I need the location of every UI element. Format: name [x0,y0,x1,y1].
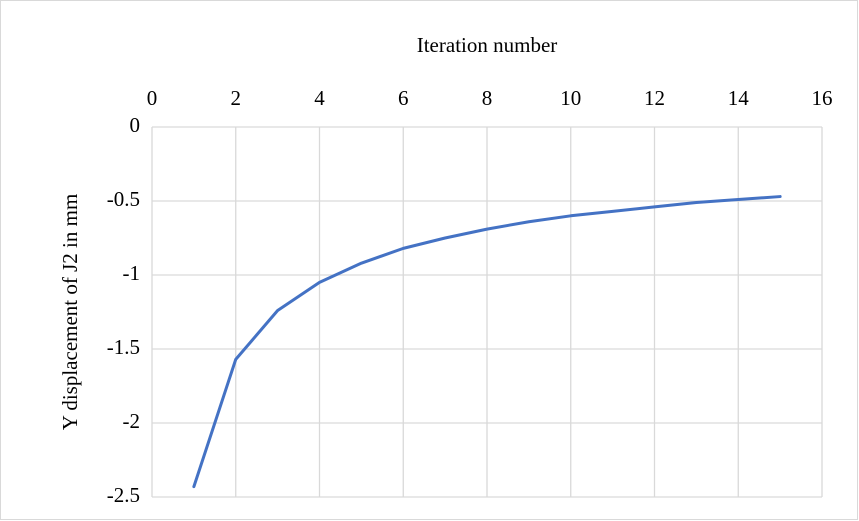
x-tick-label: 12 [644,86,665,110]
y-tick-label: 0 [130,113,141,137]
x-axis-label: Iteration number [417,33,558,57]
y-tick-label: -0.5 [107,187,140,211]
x-tick-label: 8 [482,86,493,110]
x-tick-label: 6 [398,86,409,110]
x-tick-label: 0 [147,86,158,110]
y-tick-label: -2 [123,409,141,433]
y-tick-label: -2.5 [107,483,140,507]
x-tick-label: 10 [560,86,581,110]
line [192,195,782,489]
y-tick-label: -1.5 [107,335,140,359]
x-tick-label: 14 [728,86,750,110]
x-tick-label: 16 [812,86,833,110]
x-tick-label: 2 [231,86,242,110]
x-tick-label: 4 [314,86,325,110]
y-axis-label: Y displacement of J2 in mm [58,194,82,431]
y-tick-label: -1 [123,261,141,285]
